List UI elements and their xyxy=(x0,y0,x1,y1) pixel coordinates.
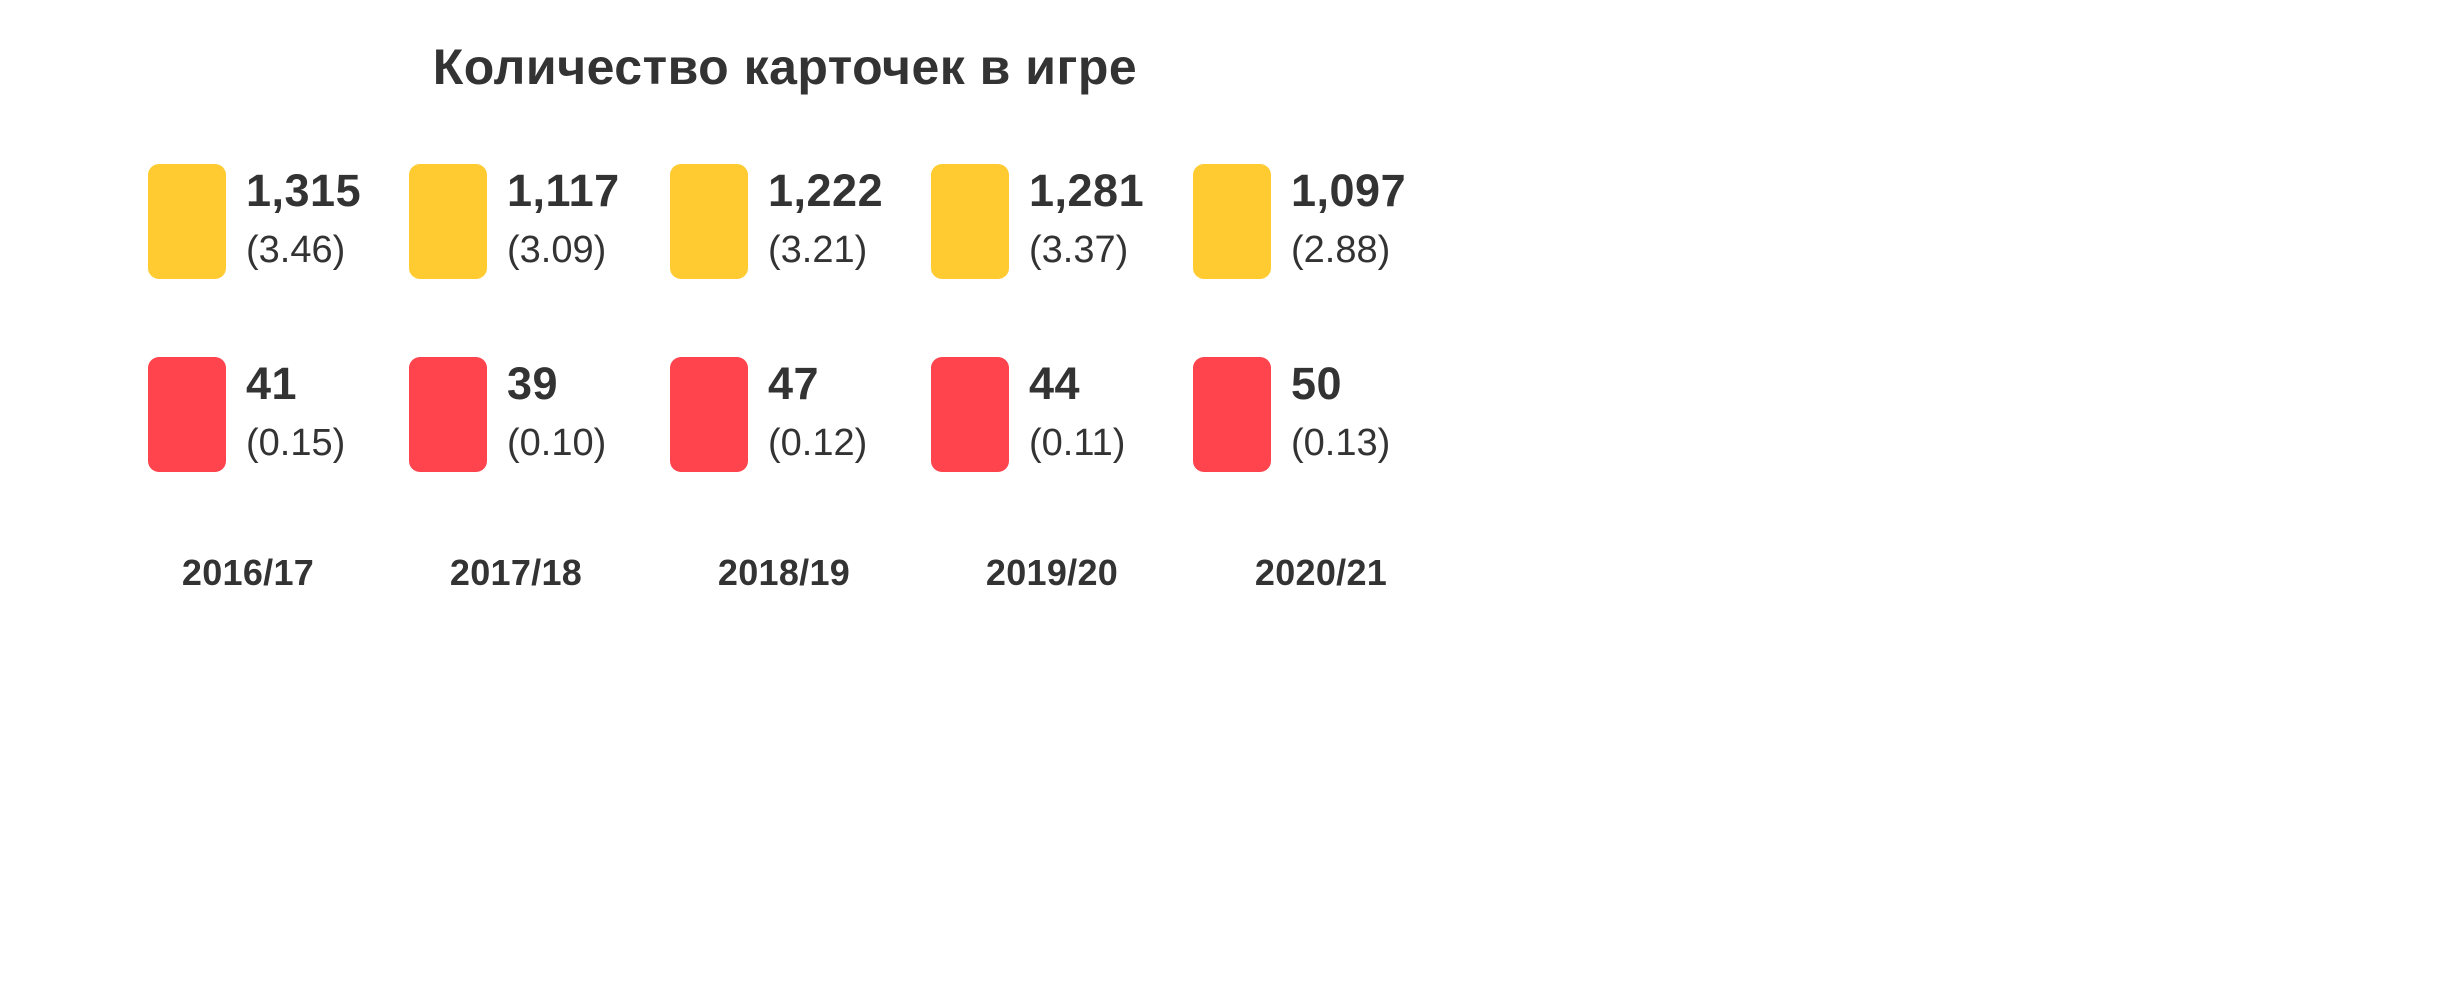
yellow-card-stat-1: 1,315 (3.46) xyxy=(148,164,528,279)
red-card-stat-4: 44 (0.11) xyxy=(931,357,1311,472)
red-card-per-game: (0.15) xyxy=(246,422,346,464)
yellow-card-count: 1,222 xyxy=(768,165,884,216)
yellow-card-icon xyxy=(409,164,487,279)
yellow-card-per-game: (3.37) xyxy=(1029,229,1129,271)
yellow-card-count: 1,281 xyxy=(1029,165,1145,216)
red-card-count: 39 xyxy=(507,358,559,409)
red-card-per-game: (0.12) xyxy=(768,422,868,464)
red-card-stat-2: 39 (0.10) xyxy=(409,357,789,472)
red-card-count: 41 xyxy=(246,358,298,409)
yellow-card-icon xyxy=(931,164,1009,279)
red-card-per-game: (0.10) xyxy=(507,422,607,464)
yellow-card-stat-3: 1,222 (3.21) xyxy=(670,164,1050,279)
yellow-card-per-game: (3.09) xyxy=(507,229,607,271)
yellow-card-icon xyxy=(1193,164,1271,279)
red-card-icon xyxy=(148,357,226,472)
yellow-card-stat-2: 1,117 (3.09) xyxy=(409,164,789,279)
chart-title: Количество карточек в игре xyxy=(432,39,1138,95)
red-card-icon xyxy=(931,357,1009,472)
red-card-count: 50 xyxy=(1291,358,1343,409)
red-card-count: 47 xyxy=(768,358,820,409)
yellow-card-count: 1,097 xyxy=(1291,165,1407,216)
yellow-card-stat-5: 1,097 (2.88) xyxy=(1193,164,1573,279)
season-label: 2018/19 xyxy=(717,552,851,593)
yellow-card-count: 1,117 xyxy=(507,165,620,216)
red-card-stat-5: 50 (0.13) xyxy=(1193,357,1573,472)
red-card-stat-1: 41 (0.15) xyxy=(148,357,528,472)
red-card-icon xyxy=(670,357,748,472)
red-card-icon xyxy=(1193,357,1271,472)
red-card-stat-3: 47 (0.12) xyxy=(670,357,1050,472)
yellow-card-per-game: (3.46) xyxy=(246,229,346,271)
red-card-count: 44 xyxy=(1029,358,1081,409)
season-label: 2017/18 xyxy=(449,552,583,593)
season-label: 2020/21 xyxy=(1254,552,1388,593)
yellow-card-icon xyxy=(670,164,748,279)
yellow-card-per-game: (3.21) xyxy=(768,229,868,271)
season-label: 2016/17 xyxy=(181,552,315,593)
yellow-card-count: 1,315 xyxy=(246,165,362,216)
red-card-icon xyxy=(409,357,487,472)
season-label: 2019/20 xyxy=(985,552,1119,593)
yellow-card-per-game: (2.88) xyxy=(1291,229,1391,271)
red-card-per-game: (0.13) xyxy=(1291,422,1391,464)
red-card-per-game: (0.11) xyxy=(1029,422,1126,464)
yellow-card-icon xyxy=(148,164,226,279)
yellow-card-stat-4: 1,281 (3.37) xyxy=(931,164,1311,279)
